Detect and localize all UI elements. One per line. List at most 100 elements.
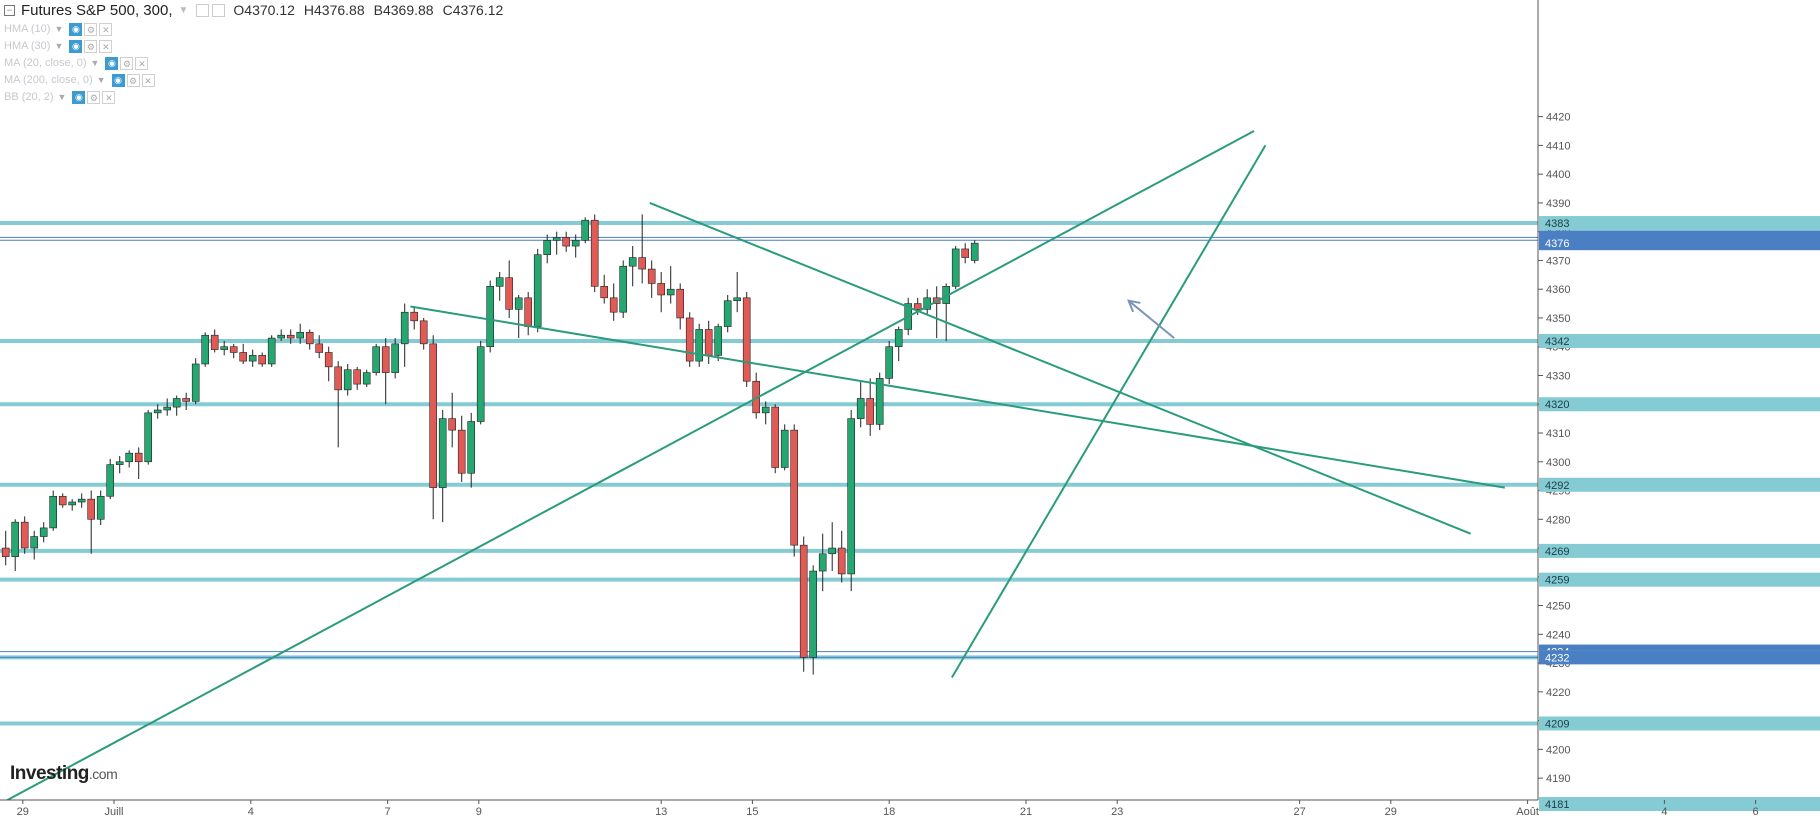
candle-body <box>619 265 628 313</box>
gear-icon[interactable]: ⚙ <box>87 90 101 104</box>
candle-body <box>296 332 305 339</box>
candle-body <box>258 355 267 365</box>
eye-icon[interactable]: ◉ <box>72 90 86 104</box>
gear-icon[interactable]: ⚙ <box>126 73 140 87</box>
price-label-box <box>1539 397 1820 412</box>
candle-body <box>191 363 200 402</box>
candle-body <box>381 346 390 373</box>
candle-body <box>704 329 713 356</box>
close-icon[interactable]: ✕ <box>135 56 149 70</box>
time-axis-background <box>0 800 1538 819</box>
visibility-icon[interactable] <box>196 3 210 17</box>
close-icon[interactable]: ✕ <box>102 90 116 104</box>
indicator-hma-10[interactable]: HMA (10) ▼ ◉ ⚙ ✕ <box>4 21 114 37</box>
candle-body <box>495 277 504 287</box>
y-tick-label: 4330 <box>1546 370 1570 382</box>
close-icon[interactable]: ✕ <box>99 39 113 53</box>
collapse-icon[interactable]: − <box>4 4 15 16</box>
candle-body <box>410 311 419 322</box>
candle-body <box>961 248 970 258</box>
x-tick-label: 27 <box>1293 806 1305 818</box>
candle-body <box>628 257 637 267</box>
gear-icon[interactable]: ⚙ <box>84 22 98 36</box>
price-label-box <box>1539 716 1820 731</box>
candle-body <box>666 288 675 296</box>
candle-body <box>457 429 466 474</box>
candle-body <box>476 346 485 422</box>
close-icon[interactable]: ✕ <box>141 73 155 87</box>
price-label-box <box>1539 650 1820 665</box>
candle-body <box>334 366 343 391</box>
candle-body <box>571 240 580 247</box>
candle-body <box>913 303 922 310</box>
y-tick-label: 4280 <box>1546 514 1570 526</box>
candle-body <box>267 337 276 365</box>
low-value: B4369.88 <box>373 2 434 18</box>
candle-body <box>714 326 723 356</box>
indicator-label: MA (20, close, 0) <box>4 57 87 69</box>
trendline <box>410 305 1505 489</box>
y-tick-label: 4420 <box>1546 112 1570 124</box>
x-tick-label: 29 <box>1385 806 1397 818</box>
eye-icon[interactable]: ◉ <box>105 56 119 70</box>
chevron-down-icon[interactable]: ▼ <box>178 4 189 16</box>
chevron-down-icon[interactable]: ▼ <box>54 41 64 51</box>
chevron-down-icon[interactable]: ▼ <box>90 58 100 68</box>
candle-body <box>153 409 162 414</box>
indicator-bb[interactable]: BB (20, 2) ▼ ◉ ⚙ ✕ <box>4 89 117 105</box>
eye-icon[interactable]: ◉ <box>111 73 125 87</box>
candle-body <box>106 464 114 497</box>
price-label: 4376 <box>1545 238 1569 250</box>
candle-body <box>581 219 590 241</box>
price-label: 4383 <box>1545 218 1569 230</box>
candle-body <box>87 498 95 520</box>
gear-icon[interactable]: ⚙ <box>120 56 134 70</box>
candle-body <box>182 398 190 402</box>
candle-body <box>286 334 295 339</box>
indicator-ma-20[interactable]: MA (20, close, 0) ▼ ◉ ⚙ ✕ <box>4 55 150 71</box>
candle-body <box>391 343 400 373</box>
y-tick-label: 4240 <box>1546 629 1570 641</box>
candle-body <box>552 237 561 241</box>
candle-body <box>809 570 818 658</box>
gear-icon[interactable]: ⚙ <box>84 39 98 53</box>
candle-body <box>77 498 86 503</box>
candle-body <box>58 495 67 506</box>
eye-icon[interactable]: ◉ <box>69 39 83 53</box>
high-value: H4376.88 <box>303 2 365 18</box>
indicator-hma-30[interactable]: HMA (30) ▼ ◉ ⚙ ✕ <box>4 38 114 54</box>
settings-icon[interactable] <box>212 3 226 17</box>
candle-body <box>771 406 780 468</box>
candle-body <box>229 346 238 353</box>
price-label: 4209 <box>1545 718 1569 730</box>
eye-icon[interactable]: ◉ <box>69 22 83 36</box>
candle-body <box>448 418 457 431</box>
candle-body <box>134 452 143 463</box>
candle-body <box>163 406 171 411</box>
candle-body <box>676 288 685 319</box>
y-tick-label: 4220 <box>1546 687 1570 699</box>
candle-body <box>362 372 371 385</box>
candle-body <box>780 429 789 468</box>
y-tick-label: 4350 <box>1546 313 1570 325</box>
candle-body <box>562 237 571 247</box>
arrow-head <box>1126 299 1141 313</box>
price-label-box <box>1539 543 1820 558</box>
candle-body <box>894 329 903 348</box>
candle-body <box>210 334 219 350</box>
candle-body <box>315 343 324 353</box>
candle-body <box>657 283 666 296</box>
close-icon[interactable]: ✕ <box>99 22 113 36</box>
indicator-label: BB (20, 2) <box>4 91 54 103</box>
chevron-down-icon[interactable]: ▼ <box>96 75 106 85</box>
candle-body <box>875 378 884 425</box>
candle-body <box>372 346 381 373</box>
y-tick-label: 4200 <box>1546 744 1570 756</box>
y-tick-label: 4390 <box>1546 198 1570 210</box>
symbol-title[interactable]: Futures S&P 500, 300, <box>21 1 173 19</box>
indicator-ma-200[interactable]: MA (200, close, 0) ▼ ◉ ⚙ ✕ <box>4 72 157 88</box>
chevron-down-icon[interactable]: ▼ <box>57 92 67 102</box>
candle-body <box>761 406 770 414</box>
chevron-down-icon[interactable]: ▼ <box>54 24 64 34</box>
